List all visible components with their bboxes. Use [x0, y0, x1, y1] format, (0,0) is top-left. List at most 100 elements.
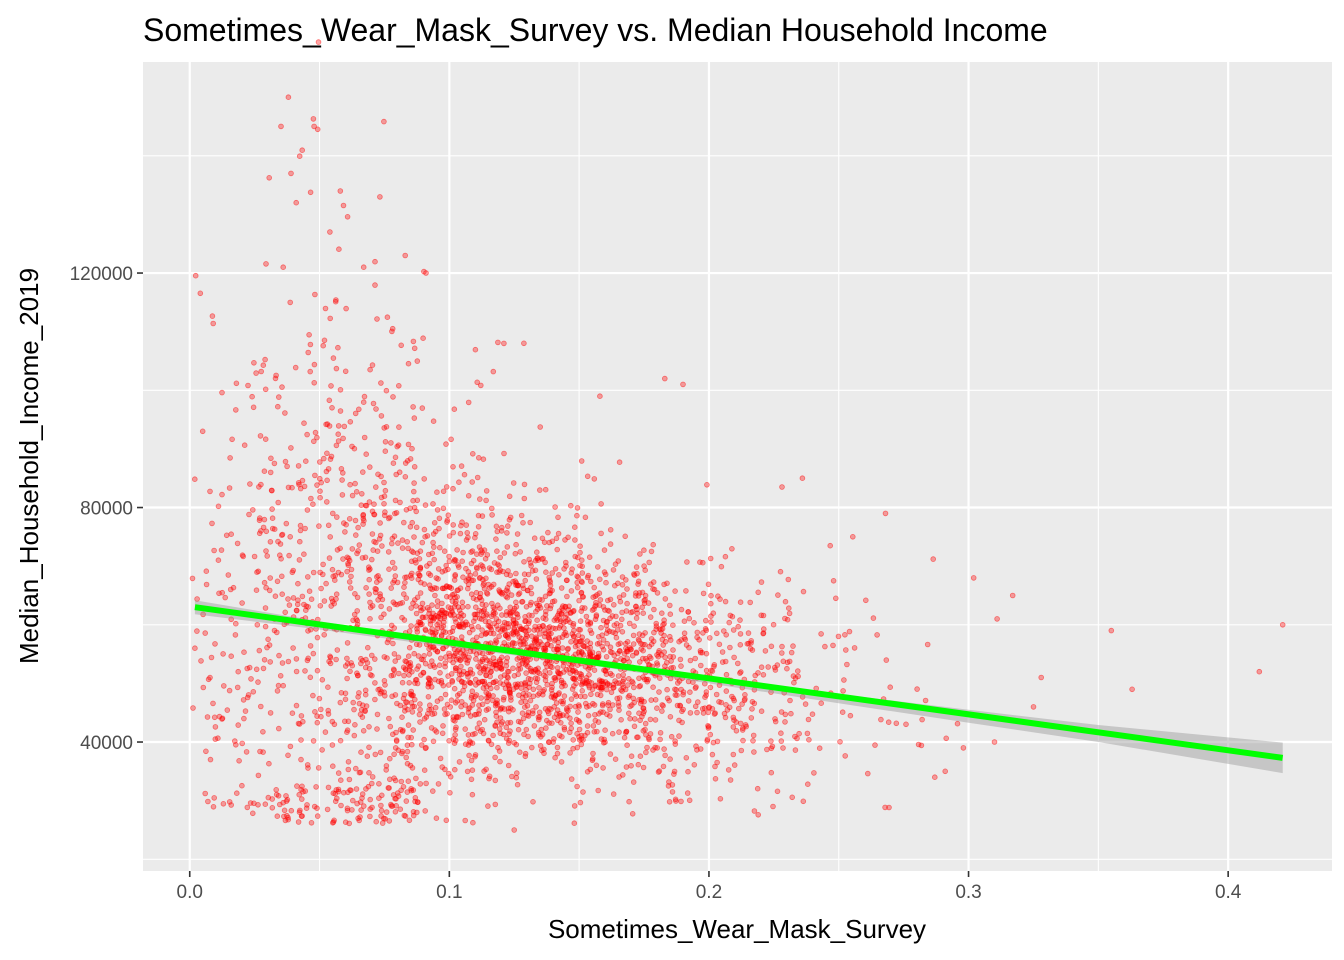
data-point — [358, 706, 365, 713]
data-point — [506, 731, 512, 737]
data-point — [315, 765, 322, 771]
data-point — [960, 745, 967, 751]
data-point — [673, 798, 679, 804]
data-point — [650, 541, 656, 548]
data-point — [650, 684, 656, 690]
data-point — [507, 719, 514, 726]
data-point — [683, 642, 690, 648]
data-point — [667, 756, 673, 762]
data-point — [582, 693, 588, 700]
data-point — [505, 568, 511, 574]
data-point — [473, 692, 480, 698]
data-point — [373, 818, 380, 825]
data-point — [570, 737, 576, 743]
data-point — [642, 592, 649, 599]
data-point — [382, 682, 388, 688]
data-point — [528, 668, 535, 675]
data-point — [582, 514, 589, 521]
data-point — [552, 565, 559, 572]
data-point — [622, 640, 629, 647]
data-point — [429, 586, 435, 593]
data-point — [619, 574, 626, 580]
data-point — [233, 380, 240, 387]
data-point — [423, 780, 429, 787]
data-point — [656, 675, 663, 681]
data-point — [450, 485, 456, 492]
data-point — [341, 718, 348, 725]
data-point — [442, 629, 449, 635]
data-point — [604, 597, 611, 604]
data-point — [571, 820, 578, 826]
data-point — [420, 335, 426, 342]
data-point — [515, 591, 522, 598]
data-point — [367, 599, 373, 606]
data-point — [542, 611, 549, 618]
data-point — [314, 813, 321, 819]
data-point — [481, 678, 488, 685]
data-point — [453, 619, 459, 625]
data-point — [315, 39, 322, 45]
data-point — [605, 607, 611, 614]
data-point — [630, 680, 636, 686]
data-point — [329, 598, 336, 605]
data-point — [385, 549, 392, 555]
data-point — [735, 705, 742, 712]
data-point — [706, 704, 712, 710]
data-point — [468, 757, 475, 764]
data-point — [457, 657, 464, 664]
data-point — [522, 680, 528, 687]
data-point — [478, 562, 484, 568]
data-point — [503, 593, 509, 600]
data-point — [269, 796, 276, 802]
data-point — [648, 636, 655, 642]
data-point — [266, 587, 273, 594]
data-point — [661, 632, 667, 639]
data-point — [667, 653, 673, 660]
data-point — [373, 406, 379, 412]
data-point — [570, 607, 577, 614]
data-point — [459, 599, 466, 606]
data-point — [784, 659, 791, 666]
data-point — [493, 709, 499, 716]
data-point — [408, 688, 415, 695]
data-point — [406, 663, 413, 670]
data-point — [395, 442, 402, 449]
data-point — [527, 519, 533, 526]
data-point — [433, 585, 440, 592]
data-point — [459, 558, 466, 564]
data-point — [596, 590, 603, 596]
data-point — [616, 774, 622, 780]
data-point — [574, 579, 580, 586]
data-point — [382, 487, 389, 494]
data-point — [517, 666, 524, 672]
data-point — [472, 615, 479, 621]
data-point — [310, 738, 317, 744]
data-point — [619, 628, 626, 635]
data-point — [687, 657, 694, 664]
data-point — [415, 653, 422, 659]
data-point — [718, 699, 724, 706]
data-point — [452, 699, 459, 706]
data-point — [260, 665, 267, 672]
data-point — [345, 562, 352, 568]
data-point — [472, 604, 479, 610]
data-point — [640, 674, 646, 680]
data-point — [416, 572, 423, 578]
data-point — [435, 781, 442, 787]
data-point — [739, 701, 745, 707]
data-point — [325, 711, 332, 717]
data-point — [501, 550, 508, 556]
data-point — [512, 620, 519, 627]
data-point — [582, 663, 589, 670]
data-point — [490, 693, 496, 699]
data-point — [707, 731, 714, 738]
data-point — [685, 609, 691, 615]
data-point — [403, 506, 410, 513]
data-point — [556, 670, 562, 677]
data-point — [464, 768, 471, 775]
data-point — [295, 597, 301, 603]
data-point — [771, 664, 778, 671]
data-point — [392, 692, 399, 698]
data-point — [442, 711, 448, 718]
data-point — [433, 575, 440, 581]
